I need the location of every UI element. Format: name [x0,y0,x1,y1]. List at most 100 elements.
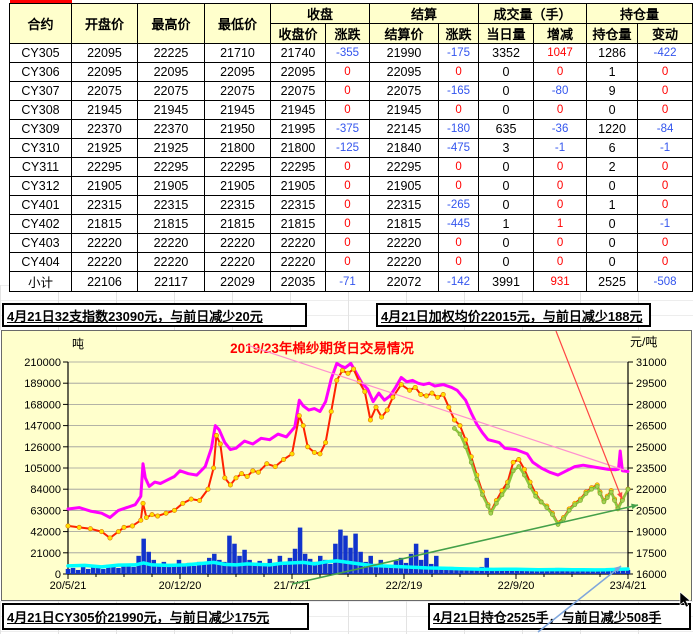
value-cell[interactable]: 22220 [369,252,440,272]
value-cell[interactable]: 0 [438,62,480,82]
value-cell[interactable]: 22095 [270,62,326,82]
col-header-contract[interactable]: 合约 [9,3,72,44]
contract-cell[interactable]: 小计 [9,271,72,292]
value-cell[interactable]: 22295 [71,157,138,177]
value-cell[interactable]: -508 [637,271,693,292]
group-header-volume[interactable]: 成交量（手） [478,3,588,24]
value-cell[interactable]: 1 [586,62,639,82]
value-cell[interactable]: 0 [324,176,371,196]
value-cell[interactable]: -475 [438,138,480,158]
value-cell[interactable]: 21905 [71,176,138,196]
value-cell[interactable]: 0 [637,157,693,177]
value-cell[interactable]: 22117 [137,271,205,292]
contract-cell[interactable]: CY403 [9,233,72,253]
value-cell[interactable]: 635 [478,119,535,139]
value-cell[interactable]: 0 [478,176,535,196]
value-cell[interactable]: 22075 [71,81,138,101]
value-cell[interactable]: 0 [478,252,535,272]
value-cell[interactable]: 21925 [71,138,138,158]
value-cell[interactable]: 0 [324,195,371,215]
value-cell[interactable]: 0 [533,62,588,82]
value-cell[interactable]: 21945 [369,100,440,120]
value-cell[interactable]: 0 [533,157,588,177]
value-cell[interactable]: 22225 [137,43,205,63]
value-cell[interactable]: 0 [324,214,371,234]
value-cell[interactable]: 0 [586,252,639,272]
value-cell[interactable]: -445 [438,214,480,234]
value-cell[interactable]: 3352 [478,43,535,63]
value-cell[interactable]: 1220 [586,119,639,139]
value-cell[interactable]: 22315 [369,195,440,215]
value-cell[interactable]: 21815 [204,214,271,234]
value-cell[interactable]: 21815 [270,214,326,234]
contract-cell[interactable]: CY401 [9,195,72,215]
value-cell[interactable]: 2525 [586,271,639,292]
value-cell[interactable]: 0 [586,100,639,120]
col-header-oi[interactable]: 持仓量 [586,23,639,44]
contract-cell[interactable]: CY312 [9,176,72,196]
col-header-settle-price[interactable]: 结算价 [369,23,440,44]
value-cell[interactable]: 0 [324,100,371,120]
value-cell[interactable]: -265 [438,195,480,215]
value-cell[interactable]: -84 [637,119,693,139]
value-cell[interactable]: 21905 [270,176,326,196]
contract-cell[interactable]: CY307 [9,81,72,101]
value-cell[interactable]: -165 [438,81,480,101]
value-cell[interactable]: 22095 [71,43,138,63]
value-cell[interactable]: 21800 [270,138,326,158]
value-cell[interactable]: 0 [637,233,693,253]
value-cell[interactable]: 3991 [478,271,535,292]
value-cell[interactable]: 0 [586,233,639,253]
value-cell[interactable]: 0 [637,81,693,101]
contract-cell[interactable]: CY306 [9,62,72,82]
col-header-settle-change[interactable]: 涨跌 [438,23,480,44]
value-cell[interactable]: 21945 [270,100,326,120]
value-cell[interactable]: 0 [586,176,639,196]
value-cell[interactable]: 0 [478,81,535,101]
value-cell[interactable]: 0 [324,62,371,82]
value-cell[interactable]: 22220 [270,252,326,272]
value-cell[interactable]: 22075 [204,81,271,101]
value-cell[interactable]: 21905 [369,176,440,196]
value-cell[interactable]: 22075 [369,81,440,101]
value-cell[interactable]: 22095 [71,62,138,82]
value-cell[interactable]: 22072 [369,271,440,292]
value-cell[interactable]: 22220 [137,233,205,253]
value-cell[interactable]: 0 [438,157,480,177]
contract-cell[interactable]: CY404 [9,252,72,272]
value-cell[interactable]: 22220 [369,233,440,253]
value-cell[interactable]: 22095 [137,62,205,82]
value-cell[interactable]: 22295 [204,157,271,177]
value-cell[interactable]: 0 [438,252,480,272]
contract-cell[interactable]: CY311 [9,157,72,177]
value-cell[interactable]: 22315 [204,195,271,215]
value-cell[interactable]: 22035 [270,271,326,292]
contract-cell[interactable]: CY402 [9,214,72,234]
value-cell[interactable]: -422 [637,43,693,63]
col-header-oi-change[interactable]: 变动 [637,23,693,44]
value-cell[interactable]: 22295 [270,157,326,177]
col-header-volume-change[interactable]: 增减 [533,23,588,44]
col-header-open[interactable]: 开盘价 [71,3,138,44]
value-cell[interactable]: 22370 [137,119,205,139]
col-header-high[interactable]: 最高价 [137,3,205,44]
value-cell[interactable]: 0 [478,233,535,253]
value-cell[interactable]: 21800 [204,138,271,158]
contract-cell[interactable]: CY309 [9,119,72,139]
value-cell[interactable]: 6 [586,138,639,158]
value-cell[interactable]: -80 [533,81,588,101]
value-cell[interactable]: 0 [533,195,588,215]
value-cell[interactable]: 0 [637,100,693,120]
value-cell[interactable]: 21925 [137,138,205,158]
value-cell[interactable]: 21815 [71,214,138,234]
value-cell[interactable]: 0 [478,100,535,120]
value-cell[interactable]: -375 [324,119,371,139]
value-cell[interactable]: 22315 [270,195,326,215]
value-cell[interactable]: 0 [637,195,693,215]
value-cell[interactable]: -1 [533,138,588,158]
value-cell[interactable]: 0 [533,176,588,196]
value-cell[interactable]: 1047 [533,43,588,63]
value-cell[interactable]: 0 [478,157,535,177]
contract-cell[interactable]: CY310 [9,138,72,158]
value-cell[interactable]: 22220 [137,252,205,272]
